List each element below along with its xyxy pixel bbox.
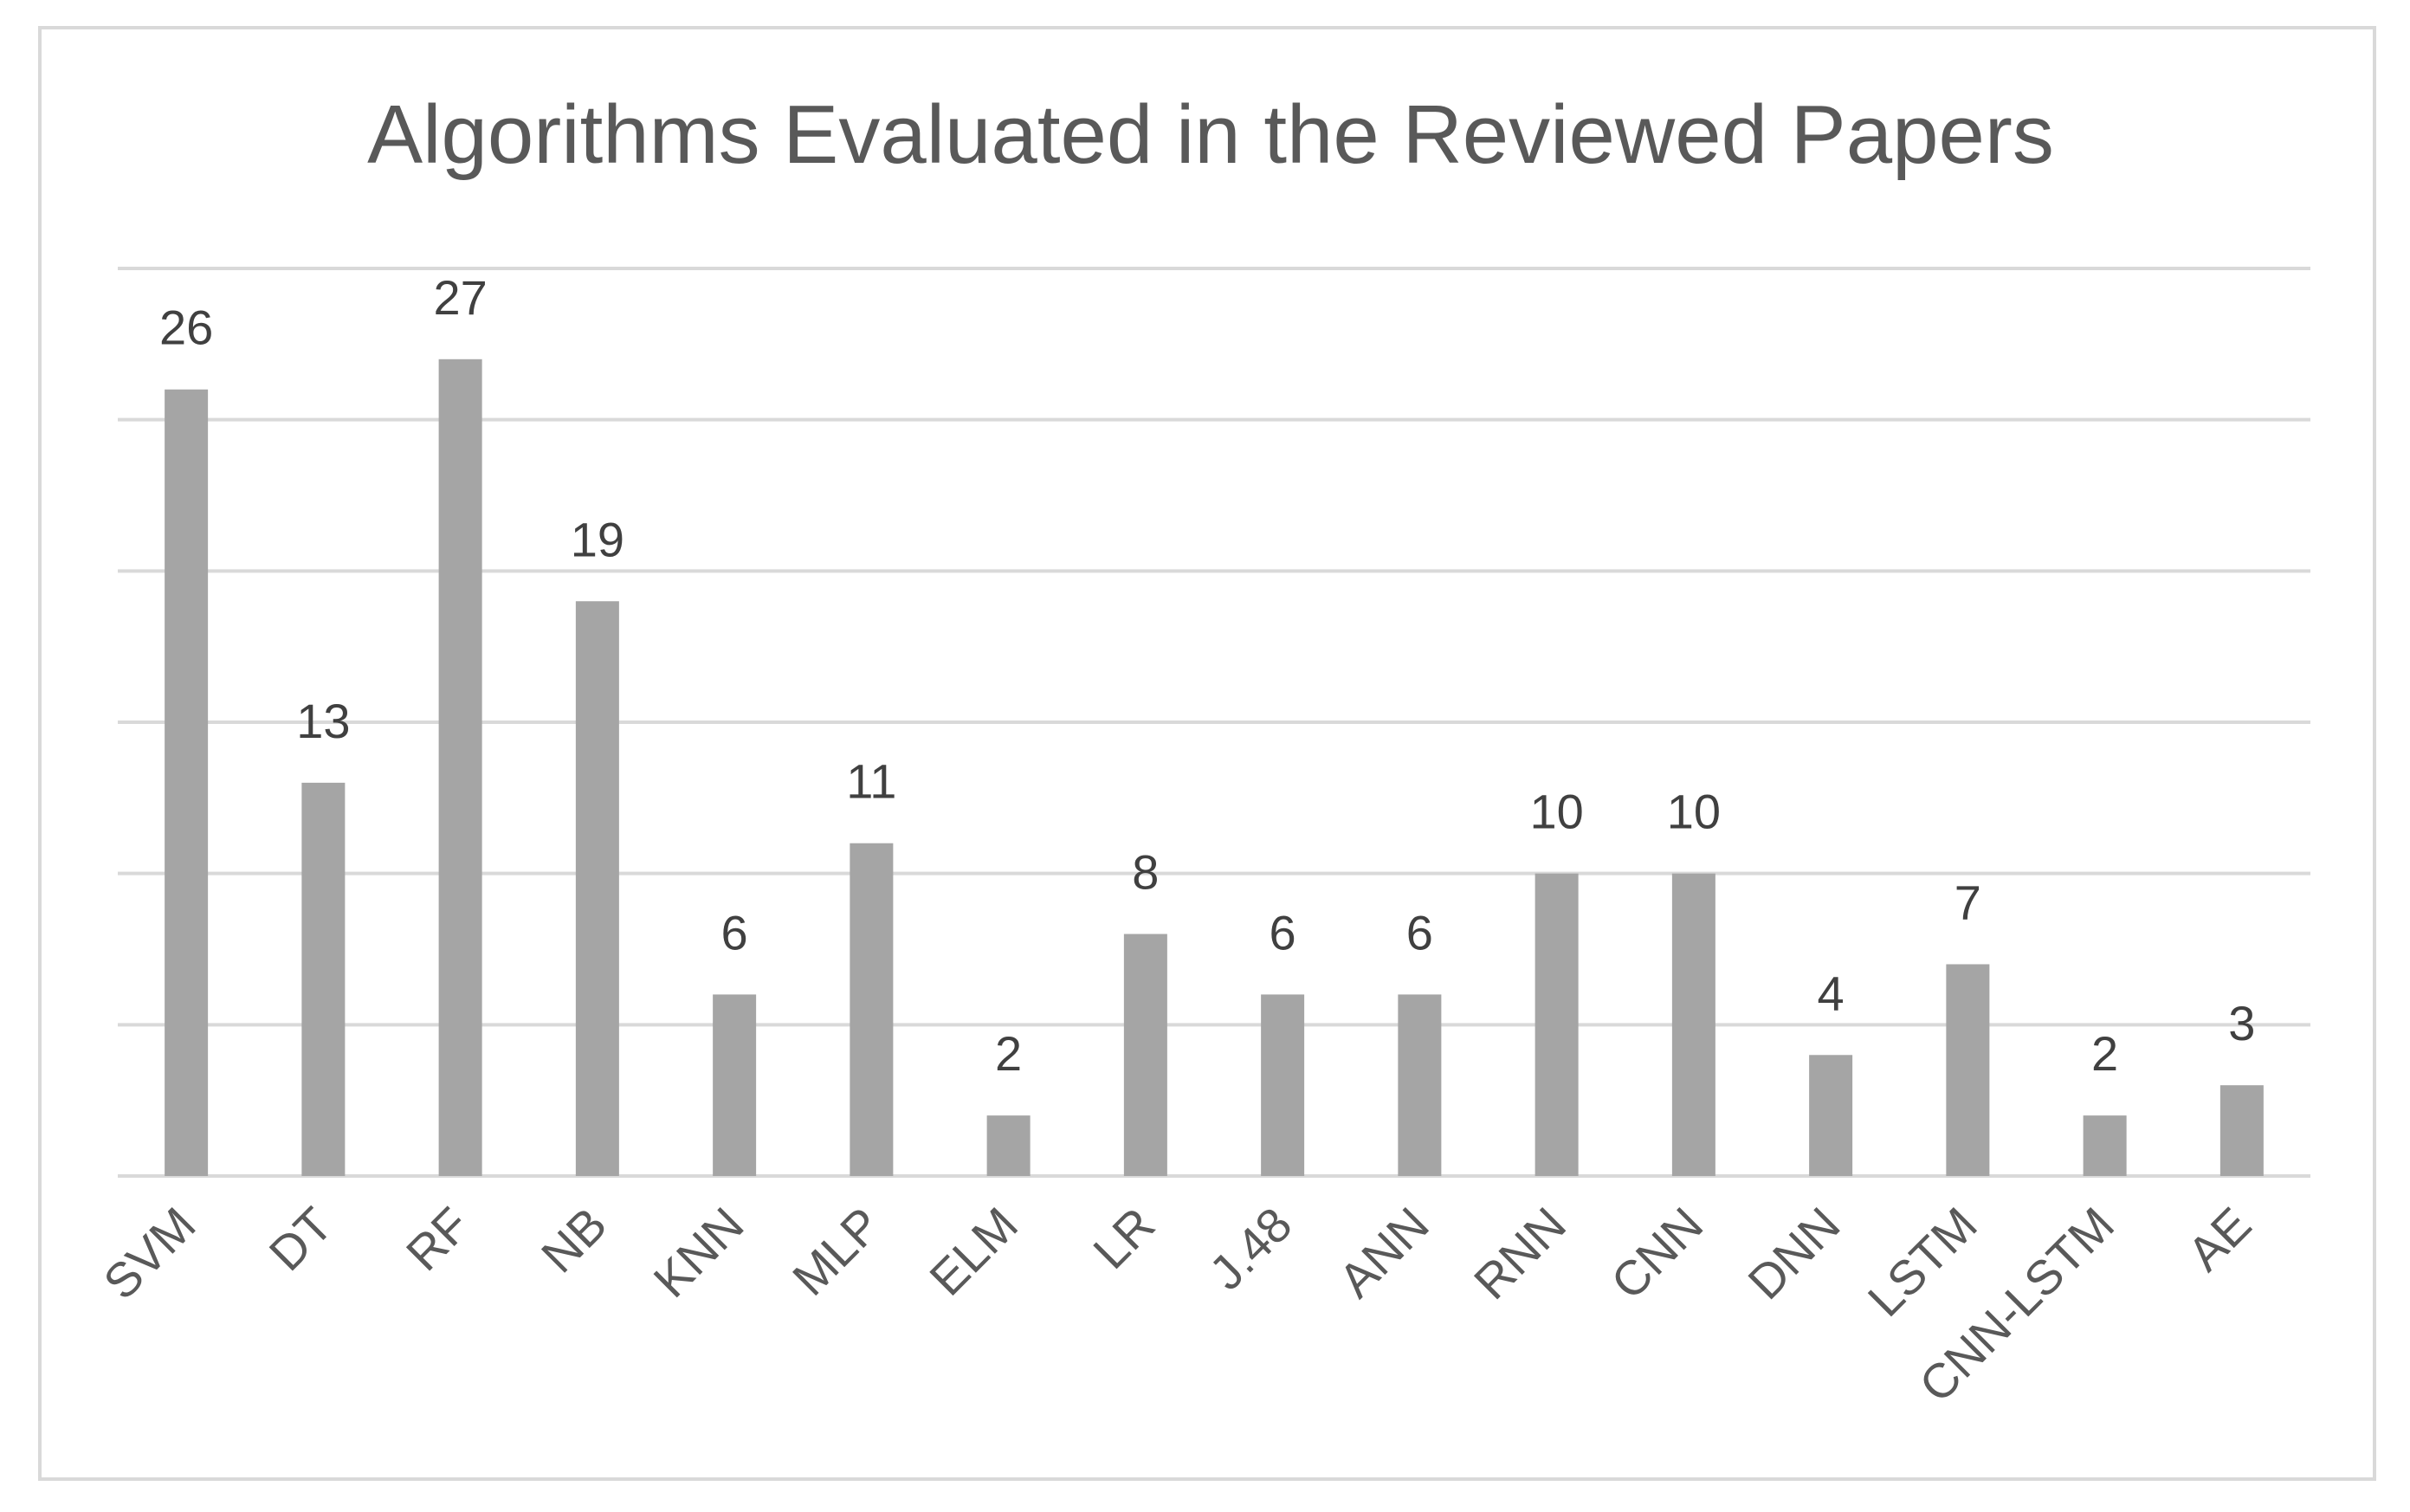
x-tick-label: RNN (1463, 1197, 1576, 1309)
data-label: 11 (846, 754, 896, 809)
x-tick-label: SVM (93, 1197, 205, 1309)
x-tick-label: ELM (919, 1197, 1028, 1306)
bars (165, 359, 2264, 1176)
bar-j-48 (1261, 994, 1305, 1176)
bar-nb (575, 601, 619, 1176)
x-tick-label: MLP (782, 1197, 891, 1306)
bar-elm (986, 1115, 1031, 1176)
data-label: 8 (1132, 845, 1159, 900)
data-label: 27 (433, 270, 487, 325)
x-tick-label: ANN (1328, 1197, 1439, 1308)
chart-title: Algorithms Evaluated in the Reviewed Pap… (367, 88, 2054, 181)
bar-dnn (1809, 1055, 1853, 1176)
data-labels: 26 13 27 19 6 11 2 8 6 6 10 10 4 7 2 3 (159, 270, 2255, 1081)
x-tick-label: RF (396, 1197, 480, 1281)
x-tick-label: AE (2177, 1197, 2261, 1281)
data-label: 4 (1818, 966, 1845, 1020)
bar-mlp (850, 843, 894, 1176)
data-label: 6 (1406, 905, 1433, 960)
data-label: 2 (995, 1026, 1022, 1081)
gridlines (118, 267, 2310, 1178)
data-label: 19 (571, 512, 624, 566)
bar-rf (438, 359, 482, 1176)
x-tick-label: J.48 (1199, 1197, 1302, 1300)
x-tick-label: LR (1082, 1197, 1165, 1279)
bar-cnn (1671, 873, 1715, 1176)
bar-lr (1123, 934, 1167, 1176)
x-tick-label: KNN (643, 1197, 753, 1308)
x-tick-label: LSTM (1858, 1197, 1987, 1327)
x-tick-label: CNN (1600, 1197, 1713, 1309)
x-tick-label: NB (531, 1197, 617, 1283)
data-label: 2 (2091, 1026, 2118, 1081)
data-label: 26 (159, 300, 213, 355)
bar-ae (2219, 1085, 2264, 1176)
bar-cnn-lstm (2083, 1115, 2127, 1176)
data-label: 7 (1954, 875, 1981, 929)
data-label: 10 (1529, 785, 1583, 839)
bar-dt (301, 782, 346, 1176)
bar-knn (713, 994, 757, 1176)
bar-svm (165, 389, 209, 1176)
data-label: 6 (1270, 905, 1296, 960)
data-label: 3 (2228, 996, 2255, 1050)
bar-rnn (1535, 873, 1579, 1176)
x-tick-labels: SVM DT RF NB KNN MLP ELM LR J.48 ANN RNN CNN DNN LSTM… (93, 1197, 2261, 1412)
bar-ann (1398, 994, 1442, 1176)
data-label: 6 (721, 905, 748, 960)
data-label: 13 (296, 694, 350, 748)
bar-lstm (1946, 964, 1990, 1176)
x-tick-label: DNN (1737, 1197, 1850, 1309)
x-tick-label: DT (259, 1197, 343, 1281)
data-label: 10 (1667, 785, 1721, 839)
